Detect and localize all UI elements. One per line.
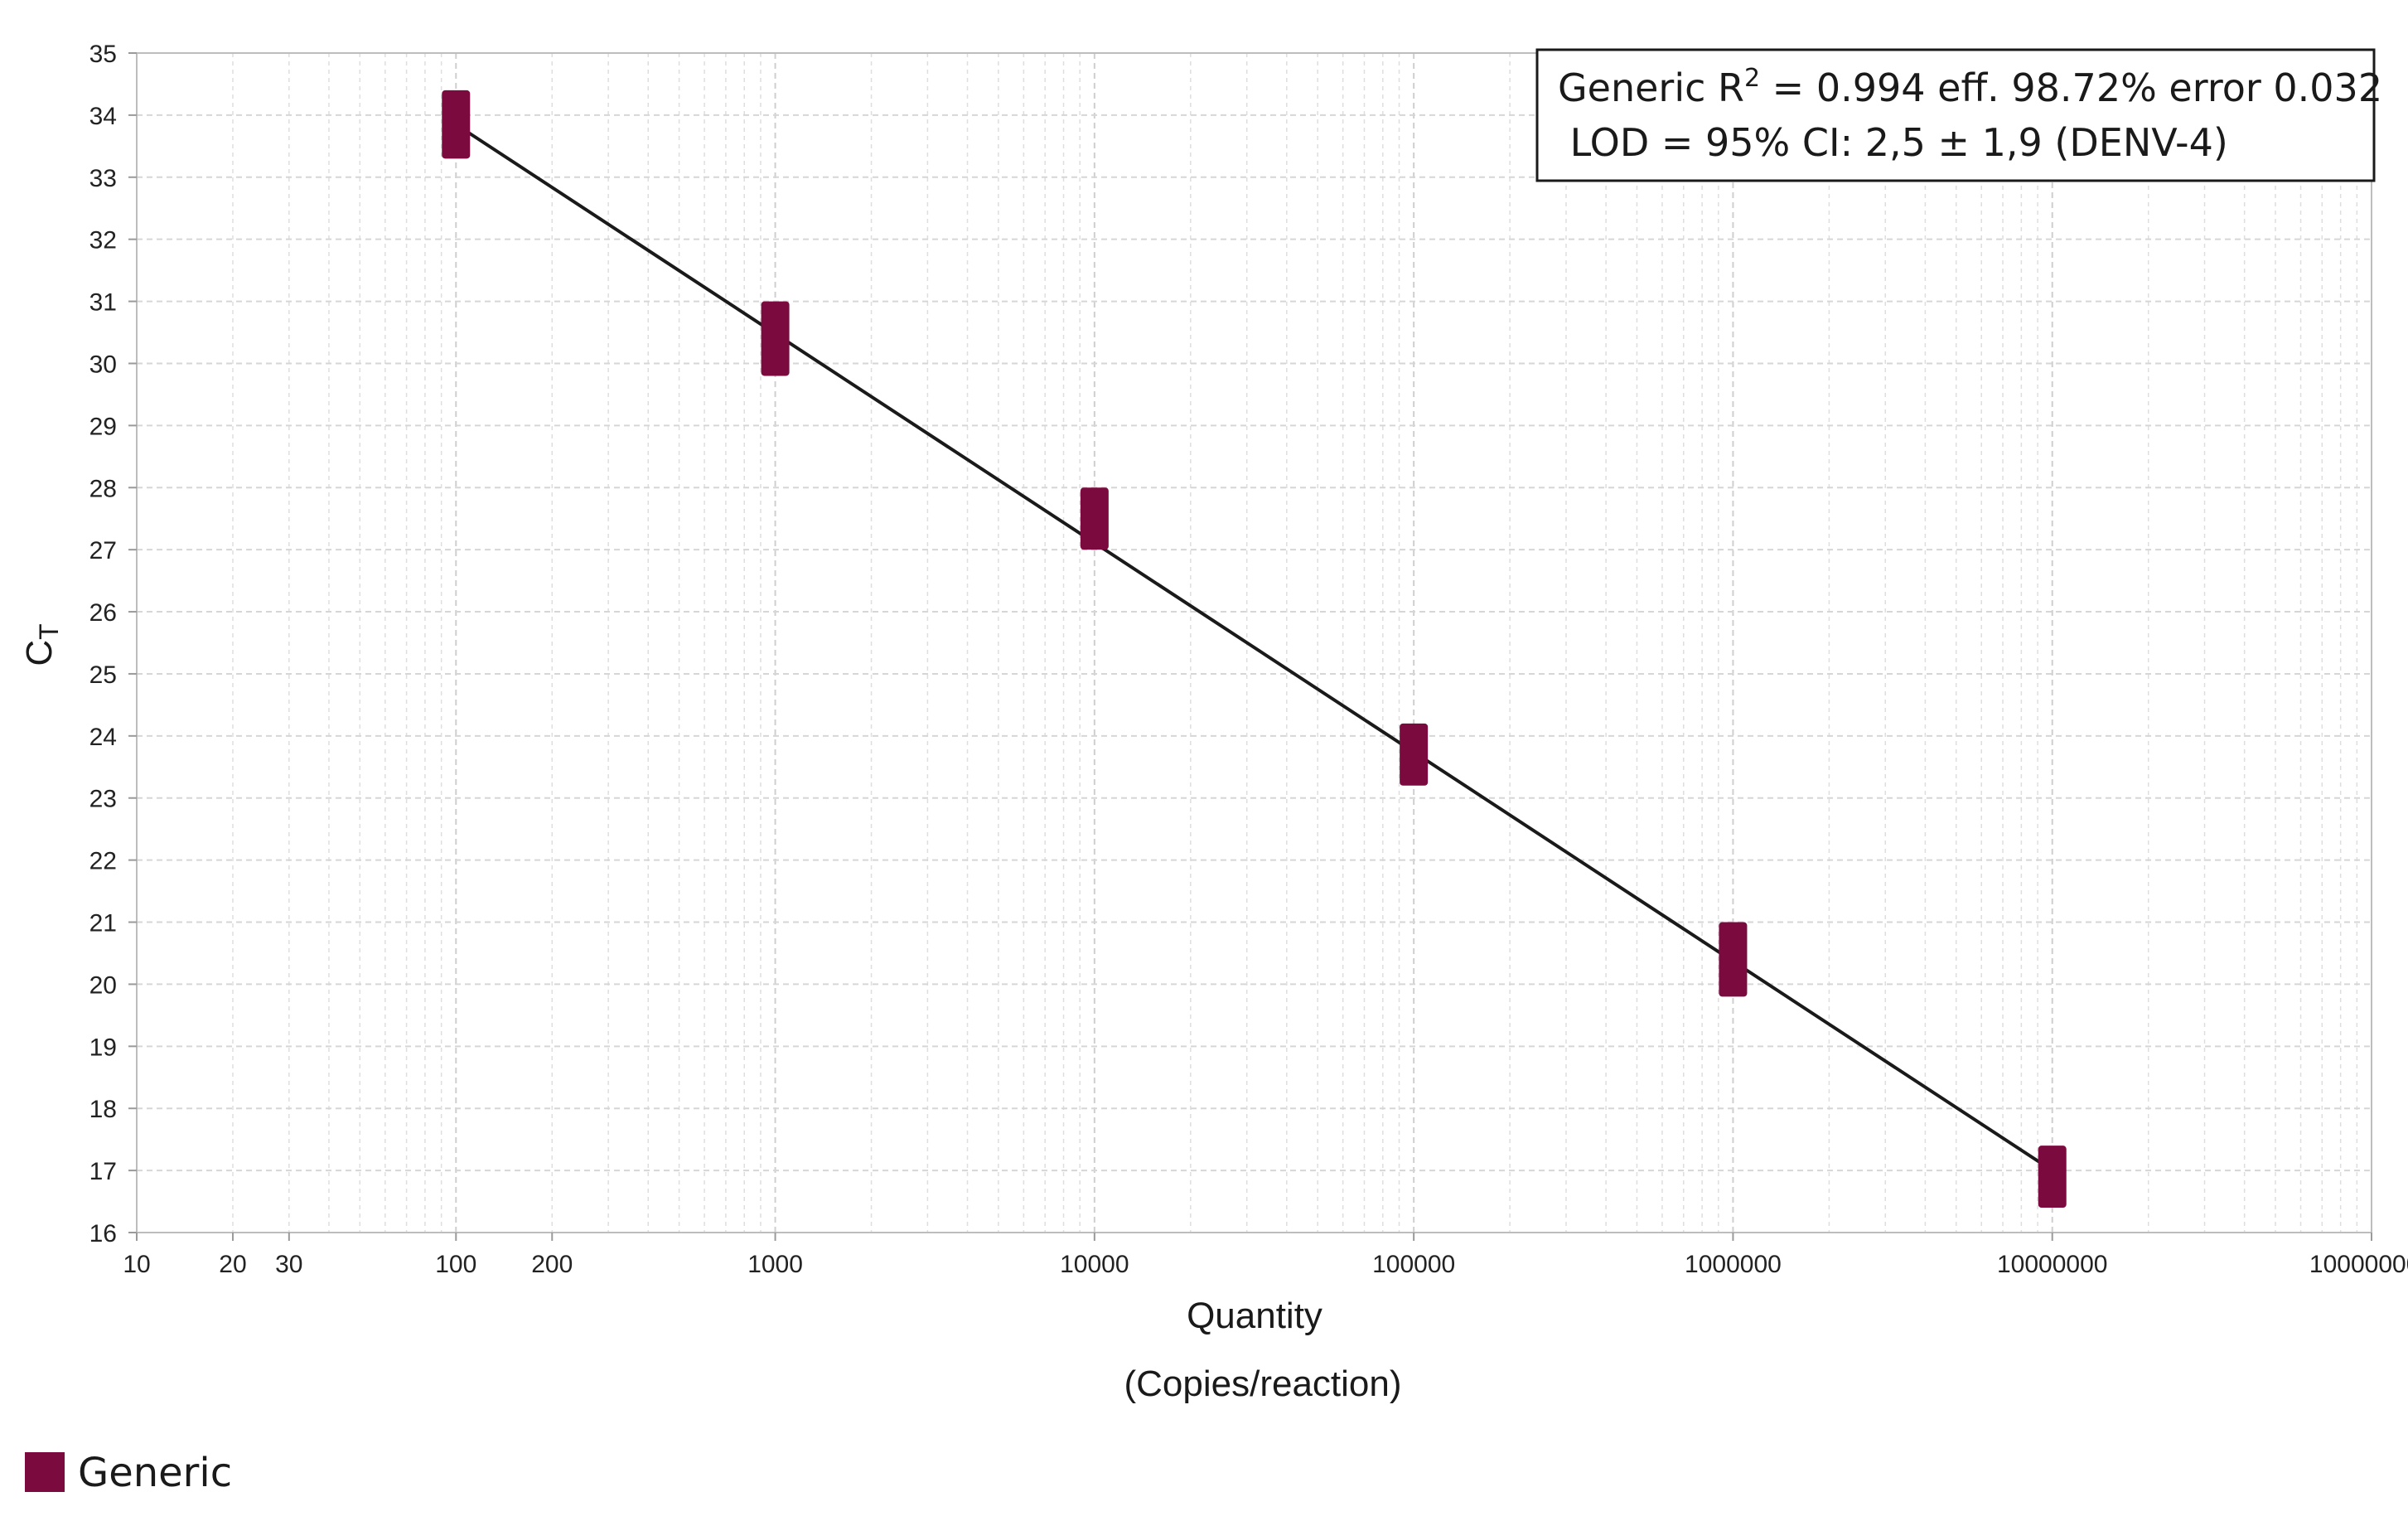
data-point-marker [1080,487,1109,550]
annotation-border [1535,48,2376,182]
y-tick-label: 21 [89,910,117,937]
data-point-marker [761,301,790,376]
x-tick-label: 100 [435,1251,476,1278]
y-axis-title-subscript: T [34,623,64,640]
annotation-line-2: LOD = 95% CI: 2,5 ± 1,9 (DENV-4) [1558,120,2228,165]
y-tick-label: 22 [89,848,117,875]
y-tick-label: 34 [89,103,117,130]
y-tick-label: 32 [89,227,117,254]
x-tick-label: 200 [531,1251,573,1278]
legend-label-generic: Generic [78,1450,232,1496]
data-point-marker [1400,723,1429,786]
legend-swatch-generic [25,1452,65,1492]
plot-area-frame [136,52,2372,1233]
x-tick-label: 10 [123,1251,150,1278]
y-tick-label: 29 [89,413,117,440]
y-tick-label: 20 [89,971,117,999]
data-point-marker [442,90,471,159]
minor-gridlines [232,53,2358,1233]
x-tick-label: 1000 [747,1251,803,1278]
y-axis-tick-labels: 16 17 18 19 20 21 22 23 24 25 26 27 28 29 30 31 32 33 34 35 [89,41,137,1247]
y-tick-label: 33 [89,165,117,192]
annotation-superscript: 2 [1744,64,1760,93]
x-axis-subtitle: (Copies/reaction) [1124,1364,1401,1404]
x-tick-label: 30 [275,1251,302,1278]
y-axis-title: CT [19,623,64,666]
y-tick-label: 18 [89,1096,117,1123]
y-tick-label: 19 [89,1034,117,1061]
x-axis-tick-labels: 10 20 30 100 200 1000 10000 100000 1000000 100000… [123,1233,2408,1278]
y-tick-label: 17 [89,1158,117,1185]
svg-text:CT: CT [19,623,64,666]
data-point-marker [1719,922,1748,997]
regression-line [455,123,2053,1172]
y-tick-label: 30 [89,351,117,378]
data-points [442,90,2067,1209]
x-tick-label: 100000 [1372,1251,1455,1278]
y-tick-label: 16 [89,1220,117,1247]
annotation-line-1-suffix: = 0.994 eff. 98.72% error 0.032 [1760,65,2382,110]
data-point-marker [2038,1146,2067,1209]
x-axis-title: Quantity [1187,1296,1322,1336]
x-tick-label: 1000000 [1685,1251,1782,1278]
y-tick-label: 24 [89,724,117,751]
y-tick-label: 31 [89,289,117,317]
x-tick-label: 10000 [1060,1251,1129,1278]
y-tick-label: 26 [89,599,117,627]
legend: Generic [25,1450,232,1496]
annotation-box: Generic R2 = 0.994 eff. 98.72% error 0.0… [1535,48,2382,182]
y-tick-label: 23 [89,786,117,813]
y-axis-title-main: C [19,640,60,666]
y-tick-label: 35 [89,41,117,68]
x-tick-label: 20 [219,1251,246,1278]
y-tick-label: 27 [89,537,117,564]
x-tick-label: 10000000 [1997,1251,2107,1278]
annotation-line-1: Generic R2 = 0.994 eff. 98.72% error 0.0… [1558,64,2382,110]
x-tick-label: 100000000 [2309,1251,2408,1278]
annotation-line-1-prefix: Generic R [1558,65,1744,110]
y-tick-label: 25 [89,661,117,689]
y-tick-label: 28 [89,475,117,502]
